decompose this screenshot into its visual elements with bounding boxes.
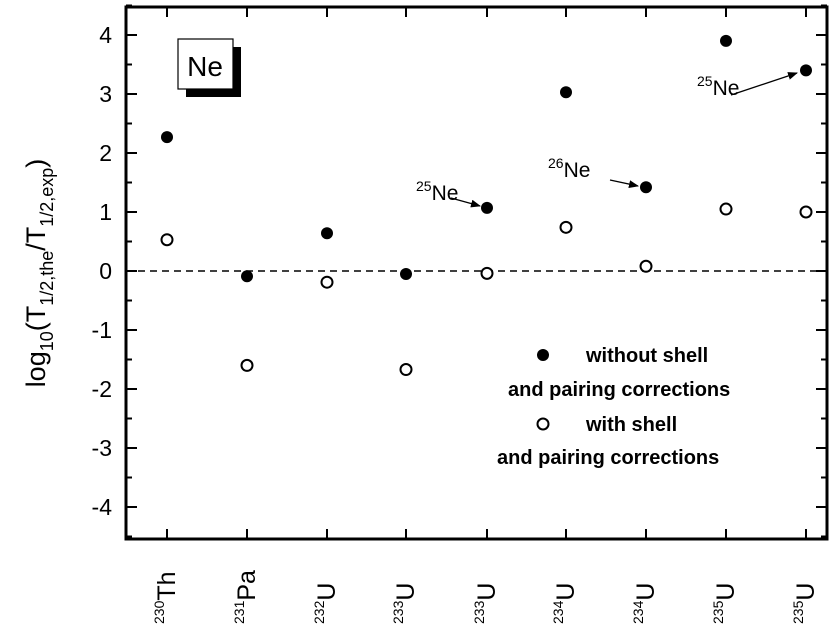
x-tick-mass: 233 [390, 600, 406, 624]
x-tick-label: 233U [390, 583, 420, 624]
open-point [399, 363, 413, 377]
x-tick-label: 232U [311, 583, 341, 624]
x-tick-label: 233U [471, 583, 501, 624]
annotation-arrow [730, 72, 798, 96]
open-point [639, 259, 653, 273]
x-tick-element: Pa [233, 570, 261, 601]
x-tick-mass: 235 [710, 600, 726, 624]
x-tick-label: 235U [710, 583, 740, 624]
legend-entry-2-line2: and pairing corrections [497, 447, 719, 469]
x-tick-mass: 230 [151, 600, 167, 624]
ylabel-sub2: 1/2,the [37, 251, 57, 306]
annotation-mass: 25 [697, 73, 713, 89]
filled-point [161, 131, 173, 144]
annotation-element: Ne [564, 159, 591, 182]
annotation-mass: 26 [548, 155, 564, 171]
legend-entry-1-line2: and pairing corrections [508, 379, 730, 401]
x-tick-element: U [313, 583, 341, 601]
x-tick-element: U [473, 583, 501, 601]
annotation-label: 25Ne [416, 178, 458, 205]
legend-entry-1-line1: without shell [585, 345, 708, 367]
y-tick-label: -1 [92, 317, 112, 343]
open-point [480, 266, 494, 280]
axis-ticks [126, 4, 827, 539]
y-tick-label: 4 [99, 22, 112, 48]
ylabel-base: log [21, 351, 51, 387]
y-axis-label: log10(T1/2,the/T1/2,exp) [21, 159, 57, 388]
filled-point [640, 181, 652, 194]
filled-point [481, 201, 493, 214]
y-tick-label: -2 [92, 376, 112, 402]
x-tick-label: 234U [630, 583, 660, 624]
inset-label: Ne [187, 51, 223, 82]
open-point [160, 233, 174, 247]
ylabel-close: ) [21, 159, 51, 168]
filled-point [321, 227, 333, 240]
x-tick-mass: 234 [550, 600, 566, 624]
ylabel-sub3: 1/2,exp [37, 168, 57, 227]
ylabel-sub1: 10 [37, 331, 57, 351]
legend: without shell and pairing corrections wi… [497, 345, 730, 469]
x-tick-label: 235U [790, 583, 820, 624]
x-tick-element: U [712, 583, 740, 601]
x-tick-element: U [632, 583, 660, 601]
filled-point [560, 86, 572, 99]
open-point [240, 358, 254, 372]
ylabel-slash: /T [21, 227, 51, 251]
inset-label-box: Ne [177, 38, 241, 97]
x-tick-label: 231Pa [231, 570, 261, 624]
annotation-label: 26Ne [548, 155, 590, 182]
plot-frame [124, 5, 829, 541]
x-tick-element: Th [153, 571, 181, 600]
annotation-arrow [609, 179, 639, 189]
filled-point [720, 34, 732, 47]
annotation-element: Ne [713, 77, 740, 100]
open-point [320, 275, 334, 289]
x-tick-label: 230Th [151, 571, 181, 624]
y-tick-label: -4 [92, 494, 113, 520]
x-tick-element: U [552, 583, 580, 601]
filled-point [400, 267, 412, 280]
annotation-arrow [450, 197, 481, 208]
annotation-mass: 25 [416, 178, 432, 194]
open-point [799, 205, 813, 219]
annotation-label: 25Ne [697, 73, 739, 100]
open-point [559, 220, 573, 234]
legend-entry-2-line1: with shell [585, 414, 677, 436]
x-tick-mass: 232 [311, 600, 327, 624]
y-tick-label: 3 [99, 81, 112, 107]
filled-point [241, 270, 253, 283]
x-tick-mass: 234 [630, 600, 646, 624]
x-tick-mass: 233 [471, 600, 487, 624]
x-tick-element: U [792, 583, 820, 601]
filled-point [800, 64, 812, 77]
y-tick-label: -3 [92, 435, 112, 461]
y-tick-label: 0 [99, 258, 112, 284]
x-tick-label: 234U [550, 583, 580, 624]
ylabel-mid: (T [21, 306, 51, 331]
y-tick-label: 2 [99, 140, 112, 166]
y-tick-label: 1 [99, 199, 112, 225]
x-tick-element: U [392, 583, 420, 601]
legend-open-marker [536, 417, 550, 431]
x-tick-mass: 235 [790, 600, 806, 624]
annotation-element: Ne [432, 182, 459, 205]
x-tick-mass: 231 [231, 600, 247, 624]
y-tick-labels: -4 -3 -2 -1 0 1 2 3 4 [92, 22, 113, 520]
data-markers [160, 34, 813, 377]
legend-filled-marker [537, 349, 549, 361]
open-point [719, 202, 733, 216]
